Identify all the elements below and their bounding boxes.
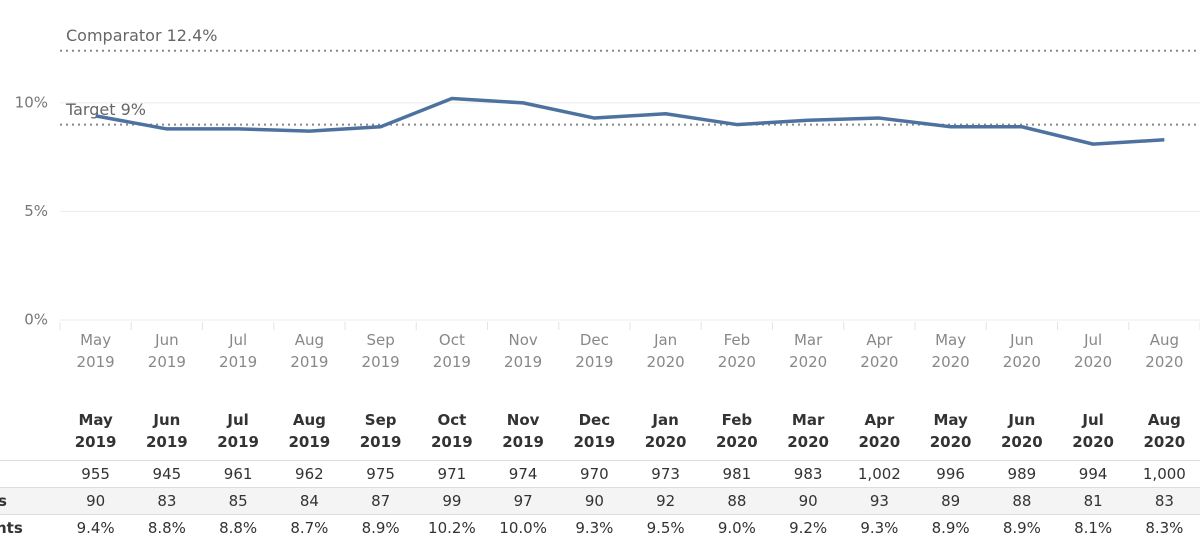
table-header: Apr 2020: [858, 411, 901, 451]
table-header: Mar 2020: [787, 411, 829, 451]
table-cell: 83: [157, 492, 177, 510]
y-tick-label: 0%: [24, 311, 48, 329]
table-header: Dec 2019: [573, 411, 616, 451]
table-cell: 9.0%: [717, 519, 756, 537]
table-header: May 2020: [929, 411, 972, 451]
table-cell: 87: [371, 492, 391, 510]
table-cell: 974: [508, 465, 538, 483]
table-cell: 983: [793, 465, 823, 483]
table-header: Nov 2019: [502, 411, 544, 451]
table-cell: 9.4%: [76, 519, 115, 537]
x-tick-label: Feb 2020: [717, 331, 756, 371]
x-tick-label: Apr 2020: [860, 331, 899, 371]
x-tick-label: Dec 2019: [575, 331, 614, 371]
table-cell: 945: [152, 465, 182, 483]
table-cell: 961: [223, 465, 253, 483]
table-cell: 8.8%: [219, 519, 258, 537]
table-header: Feb 2020: [716, 411, 758, 451]
table-cell: 8.3%: [1145, 519, 1184, 537]
table-cell: 971: [437, 465, 467, 483]
x-tick-label: May 2019: [76, 331, 115, 371]
table-cell: 84: [299, 492, 319, 510]
row-label: s: [0, 492, 7, 510]
x-tick-label: Jun 2020: [1002, 331, 1041, 371]
x-tick-label: Jan 2020: [646, 331, 685, 371]
table-cell: 93: [869, 492, 889, 510]
table-cell: 1,000: [1142, 465, 1186, 483]
x-tick-label: May 2020: [931, 331, 970, 371]
table-cell: 81: [1083, 492, 1103, 510]
table-header: Jul 2019: [217, 411, 259, 451]
x-tick-label: Nov 2019: [504, 331, 543, 371]
table-cell: 90: [86, 492, 106, 510]
table-cell: 88: [727, 492, 747, 510]
table-cell: 10.2%: [428, 519, 476, 537]
table-cell: 8.9%: [931, 519, 970, 537]
table-header: Aug 2019: [288, 411, 331, 451]
table-cell: 89: [941, 492, 961, 510]
table-header: Jan 2020: [644, 411, 687, 451]
table-cell: 1,002: [857, 465, 901, 483]
table-cell: 99: [442, 492, 462, 510]
table-cell: 85: [228, 492, 248, 510]
table-row: [0, 460, 1200, 487]
table-row: [0, 514, 1200, 541]
chart: 0% 5% 10% Comparator 12.4% Target 9%: [15, 26, 1200, 330]
table-cell: 989: [1007, 465, 1037, 483]
x-tick-label: Jun 2019: [147, 331, 186, 371]
table-cell: 962: [295, 465, 324, 483]
table-cell: 975: [366, 465, 395, 483]
y-tick-label: 10%: [15, 93, 48, 111]
table-header: Oct 2019: [431, 411, 473, 451]
table-cell: 8.9%: [1002, 519, 1041, 537]
table-cell: 9.2%: [789, 519, 828, 537]
x-tick-label: Jul 2020: [1074, 331, 1113, 371]
table-cell: 9.3%: [575, 519, 614, 537]
x-tick-label: Aug 2020: [1145, 331, 1184, 371]
table-row: [0, 487, 1200, 514]
table-header: Jun 2019: [146, 411, 188, 451]
table-header: Sep 2019: [359, 411, 402, 451]
table-cell: 10.0%: [499, 519, 547, 537]
table-cell: 996: [936, 465, 965, 483]
y-tick-label: 5%: [24, 202, 48, 220]
table-cell: 970: [580, 465, 609, 483]
row-label: nts: [0, 519, 23, 537]
table-cell: 973: [651, 465, 680, 483]
table-cell: 8.7%: [290, 519, 329, 537]
table-cell: 97: [513, 492, 533, 510]
table-cell: 9.5%: [646, 519, 685, 537]
table-header: Jun 2020: [1001, 411, 1043, 451]
x-tick-label: Sep 2019: [361, 331, 400, 371]
table-cell: 9.3%: [860, 519, 899, 537]
table-cell: 90: [798, 492, 818, 510]
table-cell: 8.1%: [1074, 519, 1113, 537]
table-cell: 955: [81, 465, 110, 483]
x-tick-label: Oct 2019: [432, 331, 471, 371]
x-tick-label: Mar 2020: [789, 331, 828, 371]
x-tick-label: Aug 2019: [290, 331, 329, 371]
table-cell: 90: [584, 492, 604, 510]
table-cell: 8.8%: [147, 519, 186, 537]
table-cell: 981: [722, 465, 752, 483]
table-cell: 88: [1012, 492, 1032, 510]
table-cell: 8.9%: [361, 519, 400, 537]
data-line: [95, 96, 1165, 146]
table-header: May 2019: [74, 411, 117, 451]
reference-label: Target 9%: [65, 100, 146, 119]
reference-label: Comparator 12.4%: [66, 26, 217, 45]
table-cell: 92: [656, 492, 676, 510]
table-header: Aug 2020: [1143, 411, 1186, 451]
table-cell: 994: [1078, 465, 1108, 483]
table-cell: 83: [1154, 492, 1174, 510]
x-tick-label: Jul 2019: [219, 331, 258, 371]
table-header: Jul 2020: [1072, 411, 1114, 451]
